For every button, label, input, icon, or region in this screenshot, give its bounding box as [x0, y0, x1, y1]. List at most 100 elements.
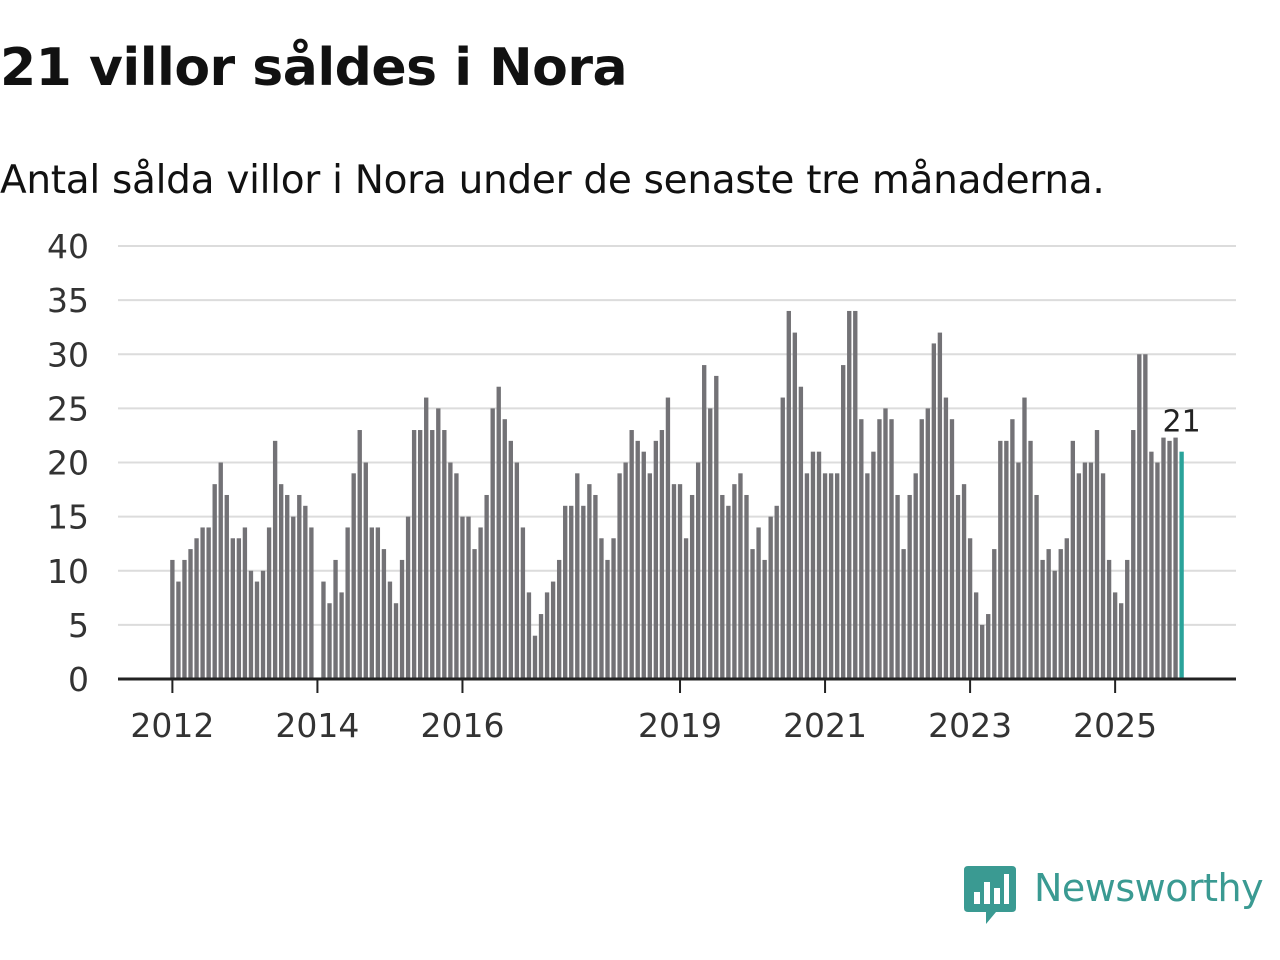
- bar: [623, 462, 628, 679]
- bar: [587, 484, 592, 679]
- bar: [599, 538, 604, 679]
- bar: [973, 592, 979, 679]
- bar: [1119, 603, 1124, 679]
- bar: [1010, 419, 1015, 679]
- bar: [381, 549, 387, 679]
- chart-title: 21 villor såldes i Nora: [0, 38, 628, 98]
- bar: [1022, 397, 1027, 679]
- bar: [490, 408, 495, 679]
- y-tick-label: 25: [47, 389, 89, 428]
- bar: [442, 430, 447, 679]
- bar: [992, 549, 997, 679]
- bar: [520, 527, 526, 679]
- gridlines: [118, 245, 1236, 626]
- bar: [230, 538, 235, 679]
- bar: [871, 451, 876, 679]
- brand-name: Newsworthy: [1034, 866, 1264, 910]
- x-tick-label: 2023: [928, 706, 1012, 745]
- bar: [677, 484, 683, 679]
- bar: [1094, 430, 1100, 679]
- bar: [816, 451, 822, 679]
- x-tick-label: 2025: [1073, 706, 1157, 745]
- bar: [526, 592, 532, 679]
- bar: [961, 484, 967, 679]
- bar: [550, 581, 556, 679]
- bar: [1070, 440, 1076, 679]
- bar: [611, 538, 616, 679]
- bar: [345, 527, 350, 679]
- bar: [1028, 440, 1033, 679]
- y-tick-label: 15: [47, 498, 89, 537]
- bar: [1088, 462, 1094, 679]
- bar: [309, 527, 314, 679]
- bar: [1155, 462, 1160, 679]
- bar: [170, 559, 175, 679]
- bar: [768, 516, 773, 679]
- bar: [538, 614, 544, 679]
- chart-subtitle: Antal sålda villor i Nora under de senas…: [0, 158, 1105, 203]
- bar: [1082, 462, 1088, 679]
- bar: [1040, 559, 1045, 679]
- bar: [1046, 549, 1051, 679]
- bar: [484, 494, 489, 679]
- bar: [508, 440, 513, 679]
- bar: [411, 430, 417, 679]
- bar: [937, 332, 943, 679]
- bar: [363, 462, 368, 679]
- bar: [351, 473, 356, 679]
- bar: [943, 397, 949, 679]
- bar: [653, 440, 659, 679]
- bar: [847, 310, 852, 679]
- x-tick-label: 2019: [638, 706, 722, 745]
- bar: [405, 516, 411, 679]
- bar: [877, 419, 882, 679]
- bar: [285, 494, 290, 679]
- bar: [931, 343, 937, 679]
- bar: [1143, 354, 1148, 679]
- bar: [774, 505, 779, 679]
- bar: [967, 538, 973, 679]
- bar: [291, 516, 296, 679]
- bar: [919, 419, 924, 679]
- bar: [1161, 437, 1166, 679]
- bar: [1004, 440, 1009, 679]
- y-tick-label: 20: [47, 444, 89, 483]
- x-tick-label: 2014: [275, 706, 359, 745]
- bar: [605, 559, 610, 679]
- bar: [254, 581, 260, 679]
- bar: [393, 603, 399, 679]
- bar: [357, 430, 362, 679]
- bar: [387, 581, 393, 679]
- y-tick-label: 40: [47, 227, 89, 266]
- bar: [641, 451, 646, 679]
- bar: [182, 559, 187, 679]
- bar: [901, 549, 906, 679]
- y-tick-label: 10: [47, 552, 89, 591]
- y-tick-label: 5: [68, 606, 89, 645]
- y-tick-label: 35: [47, 281, 89, 320]
- x-tick-label: 2012: [130, 706, 214, 745]
- bar: [218, 462, 223, 679]
- bar: [448, 462, 453, 679]
- bar: [260, 570, 266, 679]
- bar: [321, 581, 326, 679]
- y-tick-label: 30: [47, 335, 89, 374]
- bar: [176, 581, 181, 679]
- bar: [955, 494, 961, 679]
- bar: [798, 386, 804, 679]
- bar: [780, 397, 785, 679]
- bar: [913, 473, 918, 679]
- brand-logo: Newsworthy: [964, 866, 1264, 926]
- bar: [575, 473, 580, 679]
- bar: [242, 527, 248, 679]
- bar: [708, 408, 713, 679]
- bar: [514, 462, 520, 679]
- bar: [272, 440, 278, 679]
- bar: [665, 397, 671, 679]
- bar: [792, 332, 798, 679]
- bar: [466, 516, 471, 679]
- bar: [563, 505, 568, 679]
- bar: [1149, 451, 1154, 679]
